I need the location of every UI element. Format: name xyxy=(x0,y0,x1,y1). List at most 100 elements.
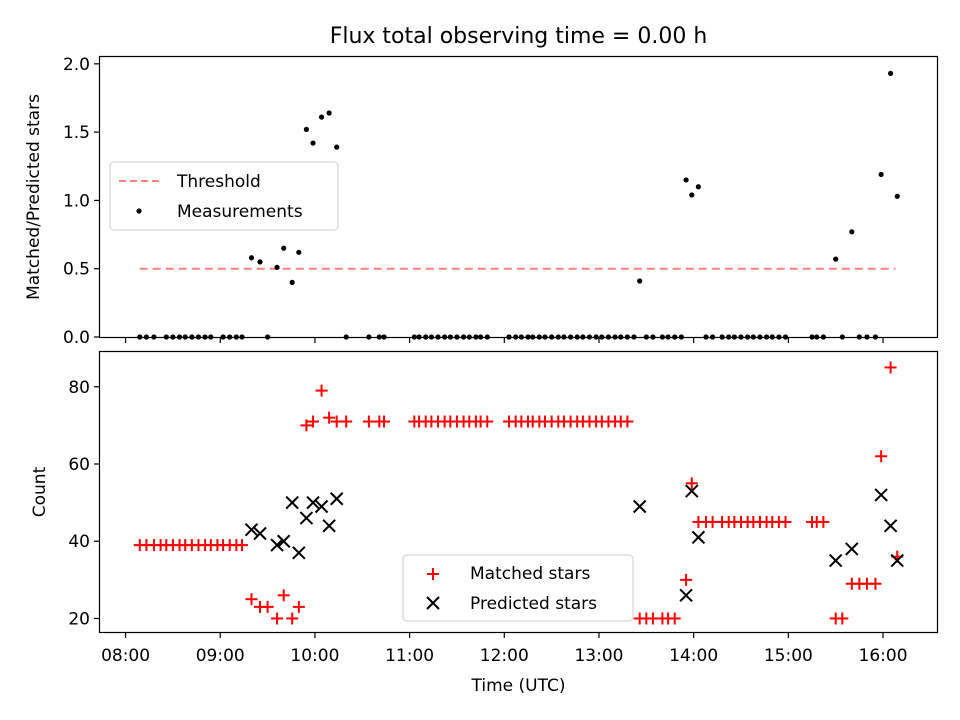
legend-predicted-label: Predicted stars xyxy=(470,594,597,614)
matched-star-marker xyxy=(340,415,353,428)
measurement-point xyxy=(274,264,280,270)
predicted-star-marker xyxy=(299,511,314,525)
measurement-point xyxy=(318,114,325,120)
x-tick-label: 16:00 xyxy=(859,646,908,666)
predicted-star-marker xyxy=(292,546,306,560)
bottom-legend-box xyxy=(402,554,634,622)
matched-star-marker xyxy=(307,415,320,428)
measurement-point xyxy=(296,249,302,255)
predicted-star-marker xyxy=(314,499,329,514)
top-y-tick-label: 0.0 xyxy=(63,328,90,348)
matched-star-marker xyxy=(779,515,792,528)
matched-star-marker xyxy=(362,415,375,428)
top-y-tick-label: 1.0 xyxy=(63,191,90,211)
matched-star-marker xyxy=(277,589,290,602)
x-tick-label: 15:00 xyxy=(764,646,813,666)
measurement-point xyxy=(281,245,287,251)
predicted-star-marker xyxy=(276,534,291,548)
x-tick-label: 13:00 xyxy=(574,646,623,666)
measurement-point xyxy=(637,278,643,284)
measurement-point xyxy=(849,229,855,235)
measurement-point xyxy=(334,144,340,150)
predicted-star-marker xyxy=(632,499,647,514)
predicted-star-marker xyxy=(285,495,299,510)
top-y-axis: 0.0 0.5 1.0 1.5 2.0 xyxy=(63,55,100,348)
matched-star-marker xyxy=(236,539,249,552)
predicted-star-marker xyxy=(691,530,706,545)
x-tick-label: 14:00 xyxy=(669,646,718,666)
top-legend: Threshold Measurements xyxy=(109,161,339,231)
measurements-legend-swatch xyxy=(136,208,142,214)
measurement-point xyxy=(833,256,839,262)
matched-star-marker xyxy=(875,450,888,463)
matched-star-marker xyxy=(680,573,693,586)
matched-star-marker xyxy=(300,419,313,432)
predicted-star-marker xyxy=(322,519,336,533)
matched-star-marker xyxy=(315,384,328,397)
measurement-point xyxy=(683,177,689,183)
bottom-axes-frame xyxy=(98,350,939,634)
matched-star-marker xyxy=(869,577,882,590)
predicted-star-marker xyxy=(253,526,267,541)
predicted-star-marker xyxy=(883,519,898,533)
matched-star-marker xyxy=(286,612,299,625)
top-axes-frame xyxy=(98,55,939,339)
measurement-point xyxy=(888,70,894,76)
top-y-tick-label: 1.5 xyxy=(63,123,90,143)
predicted-star-marker xyxy=(330,492,344,506)
chart-title: Flux total observing time = 0.00 h xyxy=(330,24,708,49)
bottom-y-tick-label: 40 xyxy=(68,532,90,552)
matched-star-marker xyxy=(685,477,698,490)
predicted-star-marker xyxy=(679,588,693,603)
x-axis-label: Time (UTC) xyxy=(471,676,566,696)
matched-star-marker xyxy=(292,600,305,613)
matched-star-marker xyxy=(481,415,494,428)
predicted-star-marker xyxy=(244,522,259,537)
matched-star-marker xyxy=(323,411,336,424)
legend-measurements-label: Measurements xyxy=(177,202,303,222)
measurement-point xyxy=(303,126,310,132)
x-tick-label: 10:00 xyxy=(290,646,339,666)
matched-star-marker xyxy=(271,612,284,625)
matched-star-marker xyxy=(245,593,258,606)
matched-star-marker xyxy=(817,515,830,528)
matched-star-marker xyxy=(884,361,897,374)
matched-star-marker xyxy=(836,612,849,625)
measurement-point xyxy=(310,140,316,146)
bottom-legend: Matched stars Predicted stars xyxy=(402,554,634,622)
bottom-y-axis: 20 40 60 80 xyxy=(68,378,100,629)
matched-star-marker xyxy=(378,415,391,428)
bottom-y-axis-label: Count xyxy=(30,466,50,517)
legend-matched-label: Matched stars xyxy=(470,564,590,584)
predicted-star-marker xyxy=(685,484,699,498)
predicted-star-marker xyxy=(845,542,859,556)
measurement-point xyxy=(894,193,900,199)
measurement-point xyxy=(878,171,884,178)
matched-legend-swatch xyxy=(427,568,439,580)
bottom-plot-area xyxy=(133,361,904,625)
predicted-star-marker xyxy=(890,553,904,568)
predicted-star-marker xyxy=(306,495,320,510)
measurement-point xyxy=(289,279,295,285)
measurement-point xyxy=(257,259,263,265)
matched-star-marker xyxy=(621,415,634,428)
top-x-axis xyxy=(124,337,884,343)
predicted-star-marker xyxy=(270,538,284,552)
top-y-tick-label: 2.0 xyxy=(63,55,90,75)
top-legend-box xyxy=(109,161,339,231)
bottom-y-tick-label: 60 xyxy=(68,455,90,475)
bottom-y-tick-label: 20 xyxy=(68,609,90,629)
bottom-x-axis: 08:00 09:00 10:00 11:00 12:00 13:00 14:00 15:00… xyxy=(101,632,908,666)
measurement-point xyxy=(689,192,695,198)
legend-threshold-label: Threshold xyxy=(176,172,261,192)
measurement-point xyxy=(248,255,255,261)
x-tick-label: 11:00 xyxy=(385,646,434,666)
x-tick-label: 12:00 xyxy=(480,646,529,666)
measurement-point xyxy=(326,110,332,116)
x-tick-label: 09:00 xyxy=(196,646,245,666)
matched-star-marker xyxy=(261,600,274,613)
predicted-star-marker xyxy=(828,553,843,568)
top-y-axis-label: Matched/Predicted stars xyxy=(24,94,44,300)
bottom-y-tick-label: 80 xyxy=(68,378,90,398)
